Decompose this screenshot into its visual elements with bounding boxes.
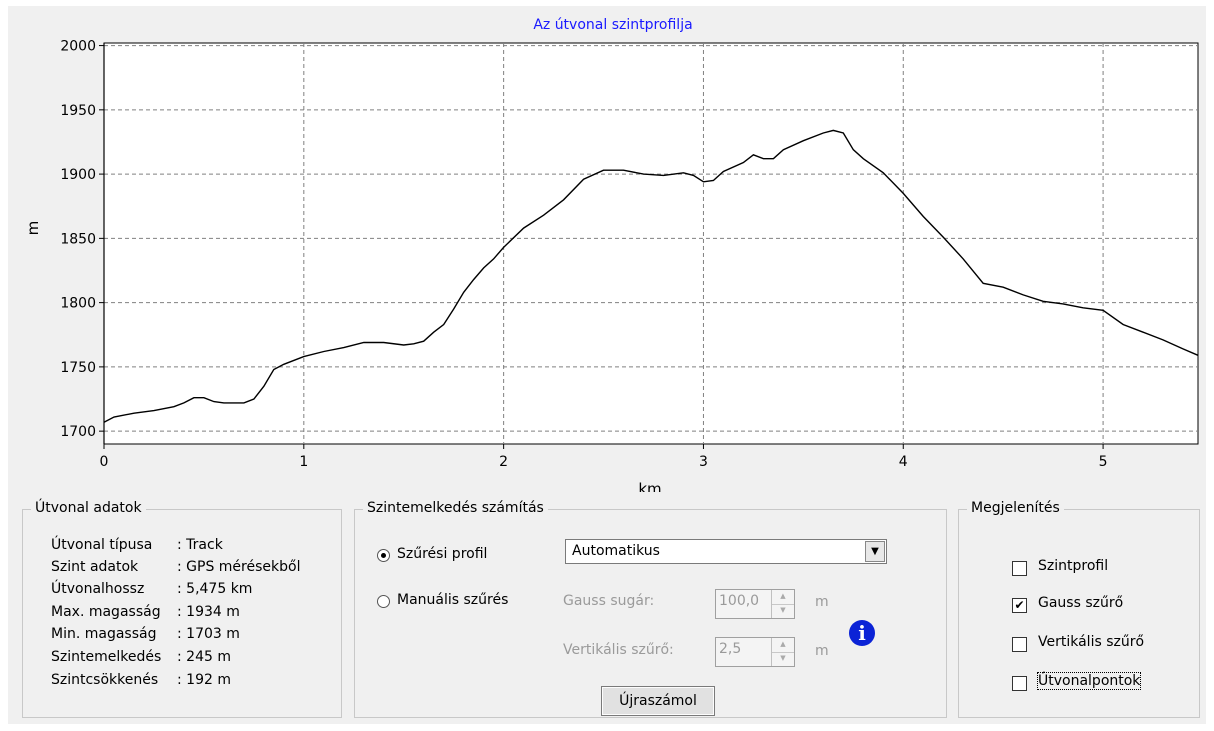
y-tick-label: 1800 [60,296,96,312]
display-group: Megjelenítés Szintprofil ✔ Gauss szűrő V… [958,500,1200,718]
y-axis-label: m [24,221,42,236]
x-tick-label: 5 [1099,454,1108,470]
route-data-group: Útvonal adatok Útvonal típusa : Track Sz… [22,500,342,718]
plot-area [103,42,1199,445]
y-tick-label: 1750 [60,360,96,376]
row-value: : 5,475 km [177,581,253,597]
y-tick-label: 1950 [60,103,96,119]
vertical-filter-value[interactable]: 2,5 [719,641,742,657]
gauss-radius-value[interactable]: 100,0 [719,593,760,609]
y-tick-label: 2000 [60,39,96,55]
vertical-filter-label: Vertikális szűrő: [563,642,674,658]
arrow-down-icon[interactable]: ▼ [780,654,786,662]
row-value: : Track [177,537,223,553]
x-tick-label: 1 [299,454,308,470]
elevation-profile-window: Az útvonal szintprofilja 1700 1750 1800 185… [8,6,1206,724]
row-key: Útvonalhossz [51,581,145,597]
y-axis: 1700 1750 1800 1850 1900 1950 2000 [60,39,104,440]
vertical-filter-stepper[interactable]: 2,5 ▲ ▼ [715,637,795,667]
vertical-filter-unit: m [815,643,829,659]
elevation-chart: Az útvonal szintprofilja 1700 1750 1800 185… [24,17,1199,492]
row-key: Szintcsökkenés [51,672,159,688]
arrow-up-icon[interactable]: ▲ [772,638,794,653]
info-icon[interactable]: i [849,620,875,646]
row-value: : 1703 m [177,626,240,642]
route-data-title: Útvonal adatok [31,500,146,516]
row-key: Útvonal típusa [51,537,153,553]
arrow-up-icon[interactable]: ▲ [772,590,794,605]
gauss-radius-label: Gauss sugár: [563,593,655,609]
x-tick-label: 4 [899,454,908,470]
elevation-series-line [103,129,1199,423]
row-value: : 192 m [177,672,231,688]
row-value: : 245 m [177,649,231,665]
gauss-filter-checkbox-label[interactable]: Gauss szűrő [1038,595,1124,611]
manual-filter-label[interactable]: Manuális szűrés [397,592,509,608]
display-title: Megjelenítés [967,500,1064,516]
filter-profile-select[interactable]: Automatikus ▼ [565,539,887,564]
y-tick-label: 1700 [60,424,96,440]
gauss-radius-unit: m [815,594,829,610]
x-tick-label: 3 [699,454,708,470]
profile-checkbox-label[interactable]: Szintprofil [1038,558,1109,574]
stepper-buttons: ▲ ▼ [771,590,794,618]
manual-filter-radio[interactable] [377,595,390,608]
filter-profile-value: Automatikus [572,543,660,559]
x-tick-label: 0 [100,454,109,470]
arrow-down-icon[interactable]: ▼ [780,606,786,614]
row-key: Szint adatok [51,559,139,575]
gauss-radius-stepper[interactable]: 100,0 ▲ ▼ [715,589,795,619]
vertical-filter-checkbox[interactable] [1012,637,1027,652]
climb-calc-group: Szintemelkedés számítás Szűrési profil M… [354,500,947,718]
vertical-filter-checkbox-label[interactable]: Vertikális szűrő [1038,634,1145,650]
waypoints-checkbox-label[interactable]: Útvonalpontok [1036,672,1142,690]
waypoints-checkbox[interactable] [1012,676,1027,691]
x-axis-label: km [638,480,661,492]
row-value: : 1934 m [177,604,240,620]
gauss-filter-checkbox[interactable]: ✔ [1012,598,1027,613]
filter-profile-radio[interactable] [377,549,390,562]
profile-checkbox[interactable] [1012,561,1027,576]
row-key: Min. magasság [51,626,157,642]
x-axis: 0 1 2 3 4 5 [100,444,1108,470]
y-tick-label: 1900 [60,167,96,183]
climb-calc-title: Szintemelkedés számítás [363,500,548,516]
chart-title: Az útvonal szintprofilja [533,17,692,33]
y-tick-label: 1850 [60,231,96,247]
filter-profile-label[interactable]: Szűrési profil [397,546,488,562]
row-value: : GPS mérésekből [177,559,301,575]
row-key: Max. magasság [51,604,161,620]
stepper-buttons: ▲ ▼ [771,638,794,666]
chevron-down-icon[interactable]: ▼ [865,541,885,562]
recalculate-button[interactable]: Újraszámol [601,686,715,716]
x-tick-label: 2 [499,454,508,470]
row-key: Szintemelkedés [51,649,162,665]
